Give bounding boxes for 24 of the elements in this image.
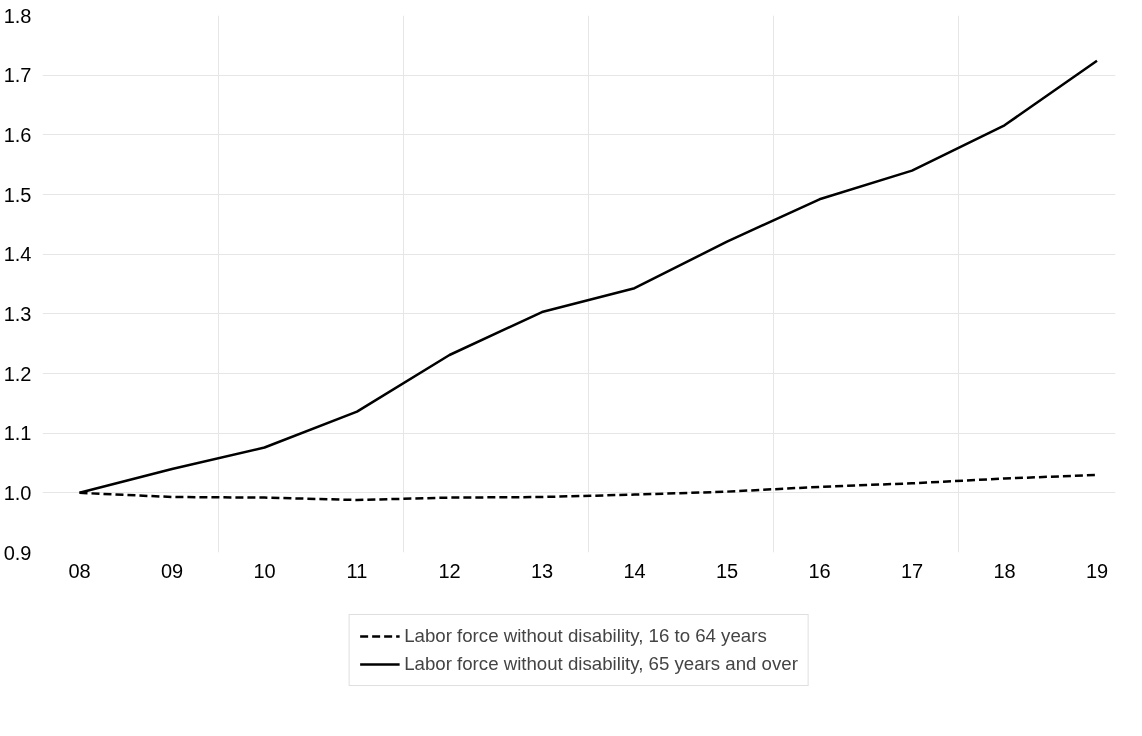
y-tick-label: 1.7 [3, 64, 32, 87]
x-tick-label: 12 [438, 559, 461, 582]
legend-label: Labor force without disability, 16 to 64 years [404, 625, 767, 647]
y-tick-label: 1.1 [3, 422, 32, 445]
x-tick-label: 15 [715, 559, 739, 582]
y-tick-label: 1.8 [3, 4, 32, 27]
y-tick-label: 1.5 [3, 183, 32, 206]
x-tick-label: 16 [808, 559, 831, 582]
x-tick-label: 09 [160, 559, 184, 582]
x-tick-label: 17 [900, 559, 924, 582]
y-tick-label: 0.9 [3, 541, 32, 564]
legend-label: Labor force without disability, 65 years and over [404, 653, 798, 675]
x-tick-label: 14 [623, 559, 646, 582]
y-tick-label: 1.6 [3, 123, 32, 146]
y-tick-label: 1.2 [3, 362, 32, 385]
x-tick-label: 19 [1085, 559, 1109, 582]
x-tick-label: 11 [346, 559, 368, 582]
x-tick-label: 18 [993, 559, 1016, 582]
y-tick-label: 1.3 [3, 302, 32, 325]
y-tick-label: 1.0 [3, 481, 32, 504]
x-tick-label: 10 [253, 559, 276, 582]
x-tick-label: 08 [68, 559, 91, 582]
y-tick-label: 1.4 [3, 243, 32, 266]
x-tick-label: 13 [530, 559, 554, 582]
